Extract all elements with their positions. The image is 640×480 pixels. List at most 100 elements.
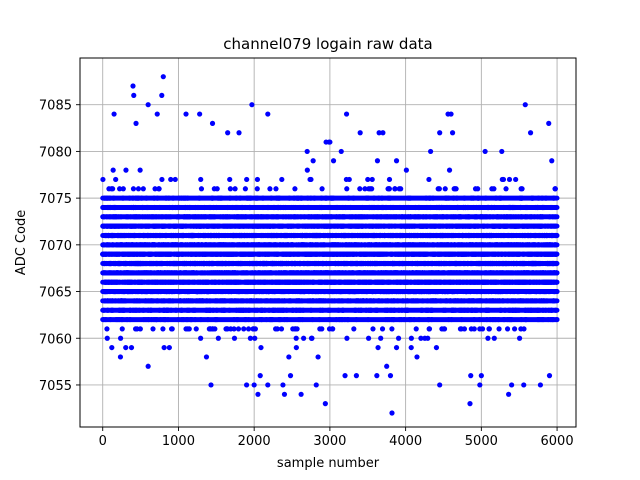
data-point (168, 176, 174, 183)
data-point (436, 186, 442, 192)
data-point (398, 186, 404, 192)
data-point (418, 335, 424, 341)
data-point (117, 335, 124, 341)
chart-title: channel079 logain raw data (223, 35, 432, 53)
data-point (344, 335, 350, 341)
data-point (413, 326, 419, 332)
data-point (198, 186, 205, 192)
data-point (330, 326, 336, 332)
data-point (433, 344, 440, 351)
data-point (369, 186, 375, 192)
data-point (309, 335, 315, 341)
data-point (362, 186, 368, 192)
data-point (244, 176, 250, 183)
data-point (104, 326, 110, 332)
data-point (172, 176, 178, 183)
data-point (252, 326, 258, 332)
data-point (293, 344, 299, 351)
data-point (370, 326, 376, 332)
data-point (425, 335, 431, 341)
data-point (308, 176, 314, 183)
data-point (227, 186, 233, 192)
data-point (193, 326, 199, 332)
data-point (375, 344, 381, 351)
data-point (301, 335, 307, 341)
data-point (293, 335, 299, 341)
data-point (110, 186, 116, 192)
data-point (123, 344, 129, 351)
data-point (152, 186, 158, 192)
data-point (403, 167, 409, 173)
data-point (346, 176, 352, 183)
data-point (159, 176, 165, 183)
data-point (120, 186, 126, 192)
data-point (453, 186, 459, 192)
data-point (446, 167, 453, 173)
data-point (252, 335, 258, 341)
data-point (330, 158, 337, 164)
data-point (212, 326, 218, 332)
data-point (292, 186, 298, 192)
data-point (365, 335, 372, 341)
data-point (140, 186, 146, 192)
data-point (113, 176, 119, 183)
data-point (254, 186, 260, 192)
data-points (100, 74, 560, 416)
data-point (379, 326, 386, 332)
data-point (392, 186, 398, 192)
data-point (286, 354, 292, 360)
data-point (150, 326, 156, 332)
data-point (198, 335, 204, 341)
data-point (344, 186, 350, 192)
data-point (137, 326, 143, 332)
data-point (231, 326, 237, 332)
data-point (215, 335, 221, 341)
data-point (137, 167, 143, 173)
data-point (267, 186, 273, 192)
data-point (442, 186, 448, 192)
data-point (310, 158, 316, 164)
data-point (279, 176, 285, 183)
data-point (408, 335, 414, 341)
data-point (254, 176, 261, 183)
data-point (100, 176, 106, 183)
data-point (374, 158, 381, 164)
data-point (386, 186, 393, 192)
data-point (135, 186, 142, 192)
data-point (369, 176, 375, 183)
data-point (130, 186, 137, 192)
data-point (441, 326, 448, 332)
data-point (119, 326, 125, 332)
data-point (304, 167, 310, 173)
data-point (110, 167, 116, 173)
data-point (227, 176, 233, 183)
data-point (408, 344, 414, 351)
data-point (241, 326, 247, 332)
data-point (294, 326, 300, 332)
data-point (242, 186, 248, 192)
data-point (160, 326, 166, 332)
data-point (378, 335, 384, 341)
data-point (273, 186, 279, 192)
data-point (245, 326, 252, 332)
data-point (475, 186, 481, 192)
data-point (235, 326, 242, 332)
data-point (117, 354, 124, 360)
data-point (161, 344, 167, 351)
data-point (258, 344, 264, 351)
data-point (156, 186, 162, 192)
data-point (214, 186, 220, 192)
data-point (461, 326, 468, 332)
data-point (186, 326, 192, 332)
data-point (315, 354, 321, 360)
data-point (319, 186, 325, 192)
data-point (274, 326, 280, 332)
data-point (247, 335, 253, 341)
data-point (426, 326, 433, 332)
data-point (117, 186, 123, 192)
data-point (426, 176, 432, 183)
data-point (319, 326, 325, 332)
data-point (278, 326, 285, 332)
data-point (123, 167, 129, 173)
